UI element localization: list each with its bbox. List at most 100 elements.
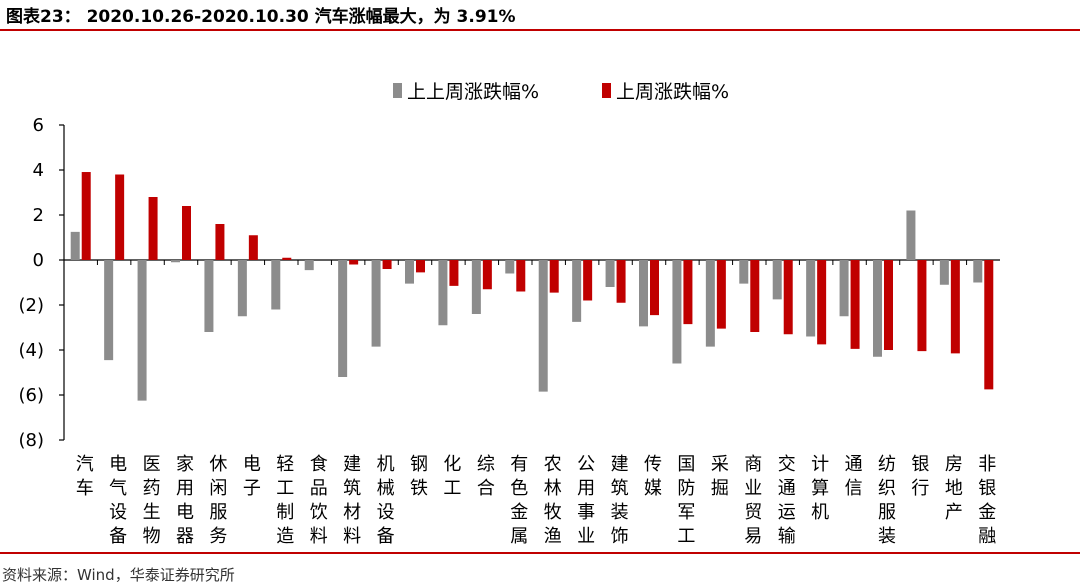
legend-label: 上上周涨跌幅% — [407, 81, 539, 103]
category-label: 计算机 — [811, 454, 829, 523]
bar-prev-week — [505, 260, 515, 274]
bar-prev-week — [471, 260, 481, 314]
legend: 上上周涨跌幅% 上周涨跌幅% — [393, 81, 729, 103]
bar-last-week — [81, 172, 91, 260]
bar-prev-week — [772, 260, 782, 300]
y-tick-label: (2) — [19, 295, 45, 316]
category-label: 建筑材料 — [343, 454, 361, 547]
legend-swatch — [602, 83, 611, 98]
top-rule — [0, 29, 1080, 31]
bar-prev-week — [338, 260, 348, 377]
bar-last-week — [416, 260, 425, 273]
category-label: 家用电器 — [176, 454, 194, 547]
bar-last-week — [884, 260, 893, 350]
category-label: 有色金属 — [510, 454, 528, 547]
category-label: 钢铁 — [410, 454, 428, 499]
category-label: 采掘 — [711, 454, 729, 499]
bar-last-week — [917, 260, 927, 352]
y-tick-label: (6) — [19, 385, 45, 406]
bar-last-week — [382, 260, 392, 269]
y-tick-label: 2 — [33, 205, 44, 226]
bar-last-week — [115, 174, 125, 260]
bar-last-week — [449, 260, 459, 286]
category-label: 电气设备 — [109, 454, 127, 547]
bar-chart: 上上周涨跌幅% 上周涨跌幅% 6 4 2 0 (2) (4) (6) (8) 汽车电气设备医药生… — [19, 81, 1000, 547]
bar-prev-week — [605, 260, 615, 287]
chart-title: 图表23： 2020.10.26-2020.10.30 汽车涨幅最大，为 3.9… — [6, 7, 516, 27]
bar-last-week — [549, 260, 559, 293]
bar-last-week — [182, 206, 191, 260]
bar-prev-week — [304, 260, 314, 271]
bar-prev-week — [906, 210, 916, 260]
bar-last-week — [950, 260, 960, 354]
category-label: 电子 — [243, 454, 261, 499]
bar-prev-week — [70, 231, 80, 260]
category-label: 传媒 — [644, 454, 662, 499]
bar-prev-week — [839, 260, 849, 317]
y-tick-label: 0 — [33, 250, 44, 271]
category-label: 国防军工 — [677, 454, 695, 547]
bar-last-week — [282, 257, 292, 260]
category-label: 食品饮料 — [310, 454, 328, 547]
bar-last-week — [148, 197, 158, 260]
bar-prev-week — [237, 260, 247, 317]
category-label: 休闲服务 — [209, 454, 227, 547]
bar-prev-week — [973, 260, 983, 283]
bar-last-week — [650, 260, 659, 316]
bar-prev-week — [405, 260, 414, 284]
bar-last-week — [716, 260, 726, 329]
category-label: 农林牧渔 — [544, 454, 562, 547]
category-label: 化工 — [443, 454, 461, 499]
y-tick-label: (8) — [19, 430, 45, 451]
bar-last-week — [482, 260, 492, 290]
bar-prev-week — [705, 260, 715, 347]
bar-prev-week — [171, 260, 180, 263]
bar-last-week — [215, 224, 225, 260]
category-label: 银行 — [911, 454, 929, 499]
bar-last-week — [516, 260, 526, 292]
bar-last-week — [349, 260, 359, 265]
bar-last-week — [984, 260, 994, 390]
y-tick-label: 4 — [33, 160, 44, 181]
bottom-rule — [0, 552, 1080, 554]
category-label: 医药生物 — [143, 454, 161, 547]
bar-prev-week — [271, 260, 281, 310]
category-label: 轻工制造 — [276, 454, 294, 547]
bar-prev-week — [739, 260, 749, 284]
category-label: 综合 — [477, 454, 495, 499]
source-note: 资料来源：Wind，华泰证券研究所 — [2, 566, 235, 584]
bar-prev-week — [538, 260, 548, 392]
legend-swatch — [393, 83, 402, 98]
bar-prev-week — [672, 260, 682, 364]
bar-last-week — [850, 260, 860, 349]
bar-last-week — [750, 260, 760, 332]
y-tick-label: 6 — [33, 115, 44, 136]
category-label: 非银金融 — [978, 454, 996, 547]
category-label: 房地产 — [945, 454, 963, 523]
bar-last-week — [248, 235, 258, 260]
bar-last-week — [583, 260, 593, 301]
category-label: 汽车 — [76, 454, 94, 499]
category-label: 商业贸易 — [744, 454, 762, 547]
category-label: 建筑装饰 — [611, 454, 629, 547]
bar-prev-week — [806, 260, 816, 337]
bar-last-week — [817, 260, 827, 345]
bar-prev-week — [137, 260, 147, 401]
bar-prev-week — [572, 260, 582, 322]
y-tick-label: (4) — [19, 340, 45, 361]
category-label: 通信 — [845, 454, 863, 499]
bar-prev-week — [371, 260, 381, 347]
bar-prev-week — [204, 260, 214, 332]
bars — [70, 172, 994, 401]
bar-prev-week — [873, 260, 882, 357]
bar-last-week — [616, 260, 626, 303]
legend-label: 上周涨跌幅% — [616, 81, 729, 103]
bar-prev-week — [639, 260, 648, 327]
category-label: 交通运输 — [778, 454, 796, 547]
bar-last-week — [683, 260, 693, 325]
bar-prev-week — [939, 260, 949, 285]
bar-prev-week — [104, 260, 114, 361]
bar-prev-week — [438, 260, 448, 326]
category-label: 机械设备 — [377, 454, 395, 547]
category-labels: 汽车电气设备医药生物家用电器休闲服务电子轻工制造食品饮料建筑材料机械设备钢铁化工… — [76, 454, 997, 547]
